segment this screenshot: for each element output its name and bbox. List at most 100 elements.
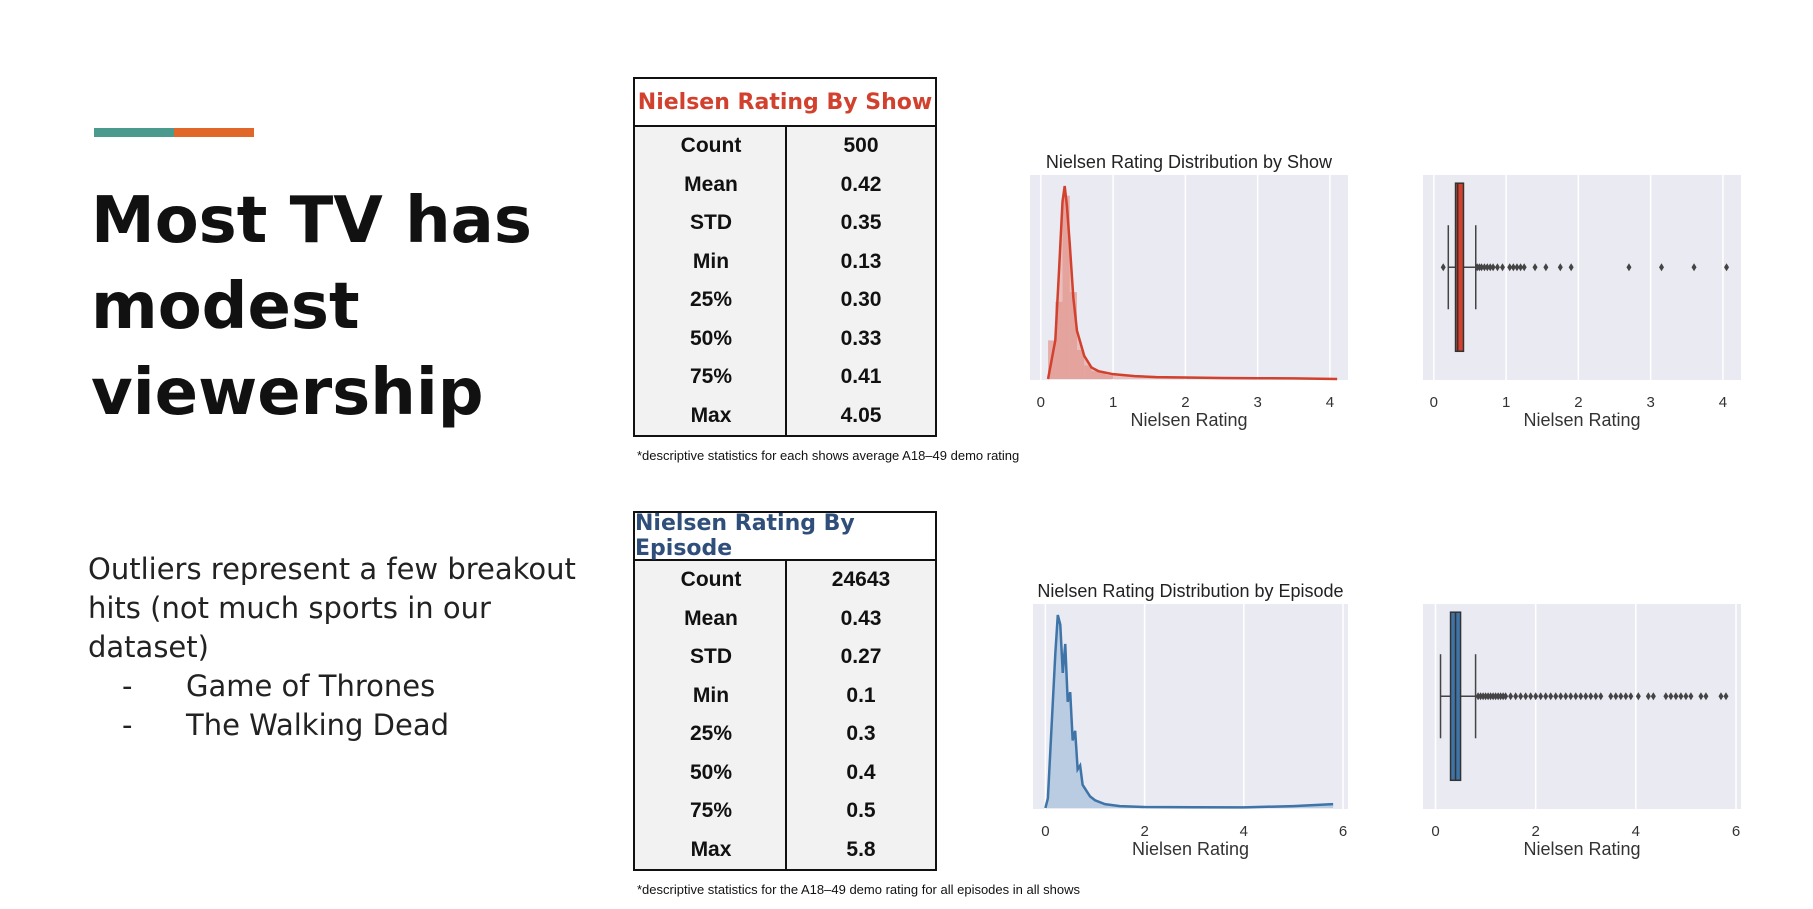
x-tick-label: 0 (1430, 394, 1438, 411)
outlier-point (1484, 263, 1490, 272)
outlier-point (1678, 692, 1684, 701)
outlier-point (1485, 692, 1491, 701)
x-tick-label: 2 (1574, 394, 1582, 411)
outlier-point (1688, 692, 1694, 701)
table-row: Mean 0.42 (635, 166, 935, 205)
x-tick-label: 4 (1719, 394, 1727, 411)
outlier-point (1650, 692, 1656, 701)
stat-value: 5.8 (846, 837, 876, 861)
outlier-point (1568, 263, 1574, 272)
outlier-point (1659, 263, 1664, 272)
stat-name: STD (690, 211, 732, 235)
accent-teal (94, 128, 174, 137)
outlier-point (1528, 692, 1534, 701)
bullet-item: - The Walking Dead (88, 706, 608, 745)
outlier-point (1523, 692, 1529, 701)
outlier-point (1593, 692, 1599, 701)
outlier-point (1503, 692, 1509, 701)
accent-orange (174, 128, 254, 137)
plot-area (1423, 175, 1741, 380)
outlier-point (1568, 692, 1574, 701)
title-accent-bar (94, 128, 254, 137)
outlier-point (1628, 692, 1634, 701)
outlier-point (1532, 263, 1538, 272)
stat-name: Count (680, 134, 742, 158)
stat-name: Max (690, 837, 732, 861)
outlier-point (1521, 263, 1527, 272)
stat-name: 50% (689, 326, 733, 350)
outlier-point (1718, 692, 1724, 701)
stat-name: Count (680, 568, 742, 592)
x-axis-label: Nielsen Rating (1132, 839, 1249, 859)
x-axis-label: Nielsen Rating (1130, 410, 1247, 430)
bullet-dash: - (122, 669, 133, 703)
outlier-point (1563, 692, 1569, 701)
table-row: Count 500 (635, 127, 935, 166)
show-stats-footnote: *descriptive statistics for each shows a… (637, 448, 1020, 463)
outlier-point (1481, 263, 1487, 272)
outlier-point (1557, 263, 1563, 272)
table-row: Max 4.05 (635, 397, 935, 436)
outlier-point (1588, 692, 1594, 701)
stat-value: 0.5 (846, 799, 876, 823)
outlier-point (1513, 692, 1519, 701)
stat-name: 25% (689, 288, 733, 312)
table-row: 75% 0.5 (635, 792, 935, 831)
table-row: STD 0.35 (635, 204, 935, 243)
stat-name: Max (690, 403, 732, 427)
stat-value: 0.3 (846, 722, 876, 746)
outlier-point (1478, 692, 1484, 701)
stat-name: 50% (689, 760, 733, 784)
outlier-point (1533, 692, 1539, 701)
outlier-point (1553, 692, 1559, 701)
x-axis-label: Nielsen Rating (1523, 410, 1640, 430)
table-row: 25% 0.3 (635, 715, 935, 754)
outlier-point (1518, 263, 1524, 272)
outlier-point (1635, 692, 1641, 701)
table-title: Nielsen Rating By Episode (635, 511, 935, 561)
stat-value: 0.13 (840, 249, 882, 273)
title-line: modest (91, 270, 360, 344)
outlier-point (1518, 692, 1524, 701)
x-tick-label: 2 (1140, 823, 1148, 840)
table-title: Nielsen Rating By Show (635, 79, 935, 127)
outlier-point (1573, 692, 1579, 701)
stat-name: Mean (684, 606, 738, 630)
chart-title: Nielsen Rating Distribution by Episode (1037, 581, 1343, 601)
x-tick-label: 3 (1646, 394, 1654, 411)
outlier-point (1507, 263, 1513, 272)
outlier-point (1703, 692, 1709, 701)
outlier-point (1480, 692, 1486, 701)
outlier-point (1543, 263, 1549, 272)
x-tick-label: 2 (1532, 823, 1540, 840)
x-tick-label: 1 (1109, 394, 1117, 411)
outlier-point (1514, 263, 1520, 272)
density-fill (1048, 186, 1338, 379)
outlier-point (1494, 263, 1500, 272)
table-divider (785, 560, 787, 869)
plot-area (1030, 175, 1348, 380)
table-body: Count 500 Mean 0.42 STD 0.35 Min 0.13 25% 0.30 50%… (635, 127, 935, 435)
table-row: Max 5.8 (635, 831, 935, 870)
outlier-point (1598, 692, 1604, 701)
stat-value: 0.27 (840, 645, 882, 669)
x-tick-label: 0 (1041, 823, 1049, 840)
table-row: 75% 0.41 (635, 358, 935, 397)
stat-name: 75% (689, 799, 733, 823)
bullet-dash: - (122, 708, 133, 742)
table-body: Count 24643 Mean 0.43 STD 0.27 Min 0.1 25% 0.3 50%… (635, 561, 935, 869)
outlier-point (1663, 692, 1669, 701)
stat-name: Min (692, 249, 730, 273)
outlier-point (1543, 692, 1549, 701)
outlier-point (1548, 692, 1554, 701)
stat-name: Min (692, 683, 730, 707)
stat-value: 0.30 (840, 288, 882, 312)
outlier-point (1479, 263, 1485, 272)
density-fill (1045, 615, 1334, 808)
episode-stats-footnote: *descriptive statistics for the A18–49 d… (637, 882, 1080, 897)
stat-name: Mean (684, 172, 738, 196)
x-tick-label: 3 (1253, 394, 1261, 411)
title-line: viewership (91, 356, 484, 430)
stat-value: 0.4 (846, 760, 876, 784)
table-row: Min 0.13 (635, 243, 935, 282)
